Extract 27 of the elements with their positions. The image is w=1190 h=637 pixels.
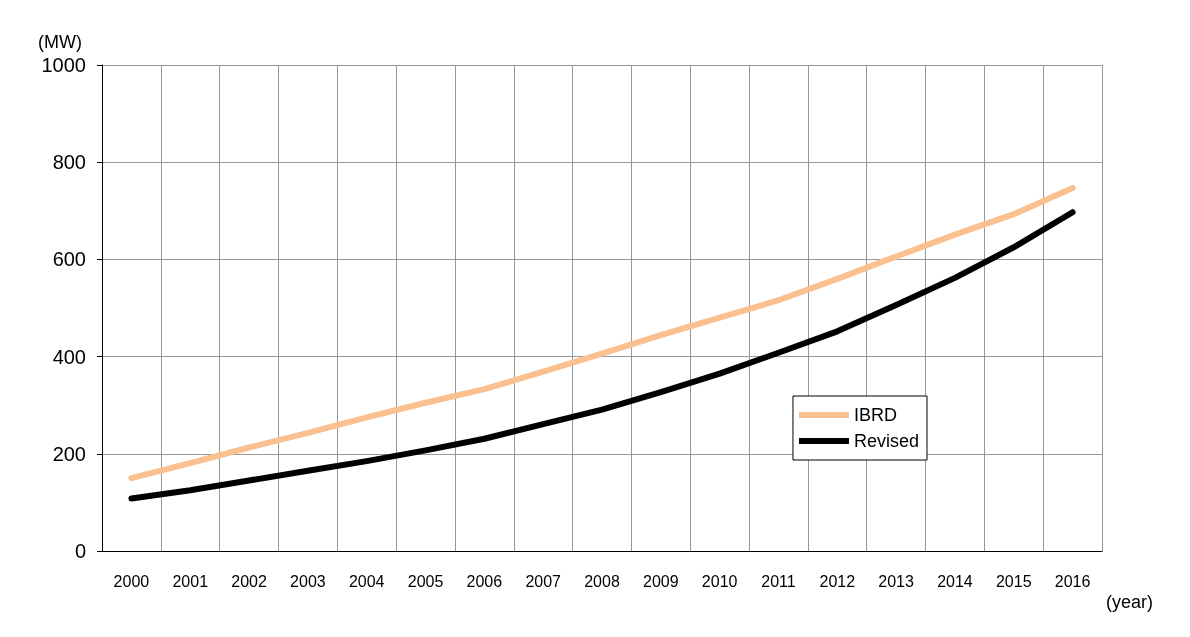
y-tick-label: 400 (52, 345, 86, 368)
x-tick-label: 2006 (466, 572, 503, 590)
y-tick-label: 0 (74, 540, 86, 562)
x-tick-label: 2007 (525, 572, 562, 590)
y-tick-label: 1000 (41, 54, 86, 76)
y-tick-label: 600 (52, 248, 86, 271)
x-tick-label: 2016 (1054, 572, 1091, 590)
x-tick-label: 2013 (878, 572, 915, 590)
x-tick-label: 2000 (113, 572, 150, 590)
x-tick-label: 2003 (290, 572, 326, 590)
x-tick-label: 2012 (819, 572, 856, 590)
x-tick-label: 2001 (172, 572, 209, 590)
x-tick-label: 2004 (348, 572, 385, 590)
y-tick-label: 200 (52, 442, 86, 465)
legend-label: Revised (853, 431, 919, 451)
x-axis-title: (year) (1106, 592, 1154, 612)
y-axis-title: (MW) (38, 32, 82, 52)
x-tick-label: 2005 (407, 572, 444, 590)
y-tick-label: 800 (52, 151, 86, 174)
x-tick-label: 2015 (995, 572, 1032, 590)
x-tick-label: 2009 (643, 572, 679, 590)
legend-label: IBRD (853, 405, 897, 425)
x-tick-label: 2014 (937, 572, 973, 590)
x-tick-label: 2011 (761, 572, 796, 590)
x-tick-label: 2002 (231, 572, 267, 590)
x-tick-label: 2010 (701, 572, 738, 590)
x-tick-label: 2008 (584, 572, 620, 590)
